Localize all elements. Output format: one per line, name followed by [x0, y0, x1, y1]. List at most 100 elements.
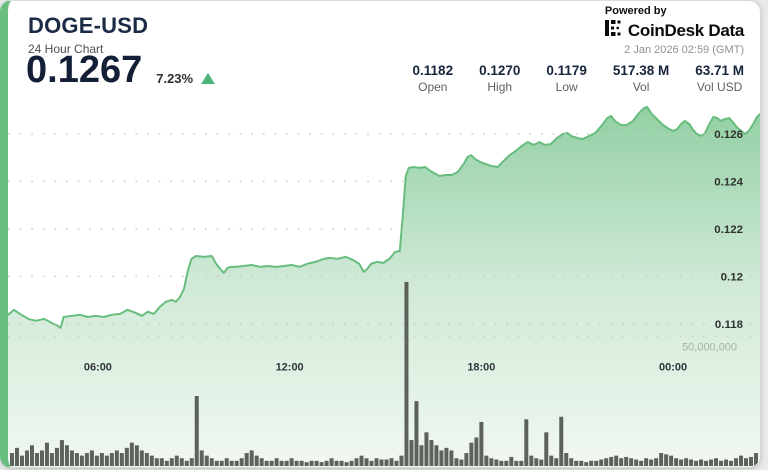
- volume-axis-label: 50,000,000: [682, 341, 737, 353]
- volume-bar: [734, 458, 739, 467]
- volume-bar: [504, 460, 509, 467]
- coindesk-brand-link[interactable]: CoinDesk Data: [604, 19, 744, 42]
- volume-bar: [364, 458, 369, 467]
- volume-bar: [54, 447, 59, 467]
- volume-bar: [664, 454, 669, 467]
- powered-by-label: Powered by: [604, 5, 667, 17]
- price-tick-label: 0.122: [714, 224, 743, 236]
- volume-bar: [139, 450, 144, 467]
- volume-bar: [24, 450, 29, 467]
- volume-bar: [674, 458, 679, 467]
- volume-bar: [559, 416, 564, 467]
- volume-bar: [499, 460, 504, 467]
- powered-by-block: Powered by Coi: [604, 5, 744, 56]
- volume-bars: [9, 281, 759, 467]
- volume-bar: [549, 455, 554, 467]
- volume-bar: [219, 460, 224, 467]
- volume-bar: [344, 462, 349, 467]
- volume-bar: [229, 460, 234, 467]
- volume-bar: [144, 453, 149, 467]
- volume-bar: [84, 453, 89, 467]
- stat-value: 0.1182: [412, 63, 454, 78]
- volume-bar: [134, 445, 139, 467]
- volume-bar: [119, 453, 124, 467]
- volume-bar: [369, 460, 374, 467]
- volume-bar: [529, 455, 534, 467]
- stat-label: Vol: [632, 80, 650, 94]
- price-tick-label: 0.126: [714, 129, 743, 141]
- volume-bar: [514, 460, 519, 467]
- volume-bar: [669, 455, 674, 467]
- volume-bar: [209, 458, 214, 467]
- volume-bar: [349, 460, 354, 467]
- volume-bar: [109, 453, 114, 467]
- volume-bar: [14, 447, 19, 467]
- volume-bar: [59, 440, 64, 467]
- volume-bar: [204, 455, 209, 467]
- volume-bar: [589, 460, 594, 467]
- volume-bar: [94, 455, 99, 467]
- card-header: DOGE-USD 24 Hour Chart: [28, 13, 148, 56]
- volume-bar: [169, 458, 174, 467]
- volume-bar: [34, 453, 39, 467]
- volume-bar: [454, 458, 459, 467]
- volume-bar: [239, 458, 244, 467]
- volume-bar: [74, 453, 79, 467]
- volume-bar: [249, 450, 254, 467]
- volume-bar: [334, 460, 339, 467]
- volume-bar: [434, 445, 439, 467]
- volume-bar: [619, 458, 624, 467]
- volume-bar: [379, 459, 384, 467]
- volume-bar: [754, 453, 759, 467]
- volume-bar: [309, 460, 314, 467]
- volume-bar: [509, 456, 514, 467]
- volume-bar: [9, 453, 14, 467]
- volume-bar: [524, 419, 529, 467]
- volume-bar: [459, 459, 464, 467]
- volume-bar: [289, 458, 294, 467]
- area-fill: [8, 106, 760, 467]
- price-chart[interactable]: 0.126 0.124 0.122 0.12 0.118 50,000,000 06:00 1…: [8, 101, 760, 468]
- volume-bar: [324, 460, 329, 467]
- price-chart-svg[interactable]: 0.126 0.124 0.122 0.12 0.118 50,000,000 06:00 1…: [8, 101, 760, 468]
- arrow-up-icon: [201, 73, 216, 84]
- volume-bar: [194, 395, 199, 467]
- volume-bar: [69, 450, 74, 467]
- price-tick-label: 0.12: [721, 271, 743, 283]
- volume-bar: [404, 281, 409, 467]
- stat-low: 0.1179 Low: [546, 63, 587, 94]
- volume-bar: [64, 445, 69, 467]
- volume-bar: [264, 460, 269, 467]
- volume-bar: [29, 445, 34, 467]
- volume-bar: [429, 440, 434, 467]
- volume-bar: [749, 456, 754, 467]
- volume-bar: [659, 453, 664, 467]
- volume-bar: [544, 432, 549, 467]
- volume-bar: [704, 460, 709, 467]
- volume-bar: [489, 458, 494, 467]
- volume-bar: [419, 445, 424, 467]
- volume-bar: [184, 460, 189, 467]
- volume-bar: [464, 453, 469, 467]
- volume-bar: [689, 459, 694, 467]
- volume-bar: [114, 450, 119, 467]
- volume-bar: [534, 458, 539, 467]
- volume-bar: [269, 460, 274, 467]
- volume-bar: [604, 458, 609, 467]
- volume-bar: [494, 459, 499, 467]
- symbol-title: DOGE-USD: [28, 13, 149, 38]
- volume-bar: [49, 453, 54, 467]
- price-row: 0.1267 7.23%: [26, 51, 216, 89]
- stat-label: High: [487, 80, 513, 94]
- volume-bar: [104, 455, 109, 467]
- volume-bar: [484, 455, 489, 467]
- price-line: [8, 105, 760, 329]
- volume-bar: [339, 460, 344, 467]
- volume-bar: [149, 455, 154, 467]
- stat-value: 0.1179: [546, 63, 587, 78]
- volume-bar: [569, 458, 574, 467]
- stats-row: 0.1182 Open 0.1270 High 0.1179 Low 517.38 M Vol…: [413, 63, 744, 94]
- price-change: 7.23%: [156, 71, 216, 86]
